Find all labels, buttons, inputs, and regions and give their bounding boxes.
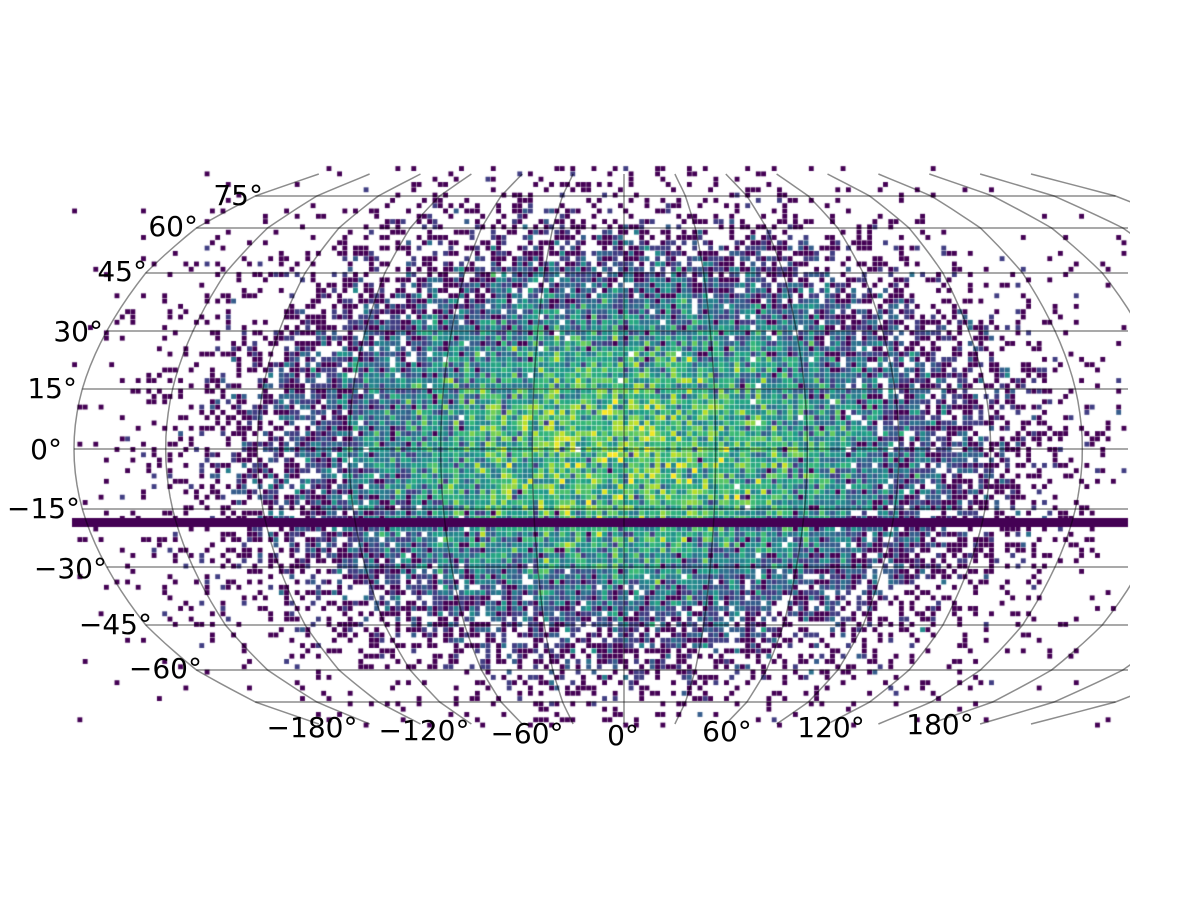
longitude-tick-label: 60° xyxy=(702,715,752,748)
latitude-tick-label: 60° xyxy=(148,210,198,243)
meridian-gridline xyxy=(531,173,574,725)
meridian-gridline xyxy=(929,173,1130,725)
meridian-gridline xyxy=(439,173,523,725)
latitude-tick-label: −60° xyxy=(129,652,202,685)
latitude-tick-label: 0° xyxy=(30,433,62,466)
meridian-gridline xyxy=(73,173,320,725)
meridian-gridline xyxy=(827,173,992,725)
longitude-tick-label: 120° xyxy=(797,711,864,744)
meridian-gridline xyxy=(348,173,472,725)
longitude-tick-label: −120° xyxy=(379,714,470,747)
longitude-tick-label: −60° xyxy=(490,717,563,750)
graticule-lines xyxy=(73,173,1130,725)
latitude-tick-label: 30° xyxy=(53,315,103,348)
latitude-tick-label: −15° xyxy=(7,492,80,525)
latitude-tick-label: 75° xyxy=(213,179,263,212)
latitude-tick-label: −30° xyxy=(34,552,107,585)
meridian-gridline xyxy=(164,173,370,725)
meridian-gridline xyxy=(776,173,900,725)
latitude-tick-label: −45° xyxy=(79,608,152,641)
longitude-tick-label: −180° xyxy=(267,711,358,744)
meridian-gridline xyxy=(878,173,1084,725)
meridian-gridline xyxy=(979,173,1130,725)
latitude-tick-label: 45° xyxy=(97,255,147,288)
meridian-gridline xyxy=(674,173,717,725)
latitude-tick-label: 15° xyxy=(27,372,77,405)
meridian-gridline xyxy=(256,173,421,725)
meridian-gridline xyxy=(725,173,809,725)
longitude-tick-label: 180° xyxy=(906,708,973,741)
longitude-tick-label: 0° xyxy=(607,719,639,752)
